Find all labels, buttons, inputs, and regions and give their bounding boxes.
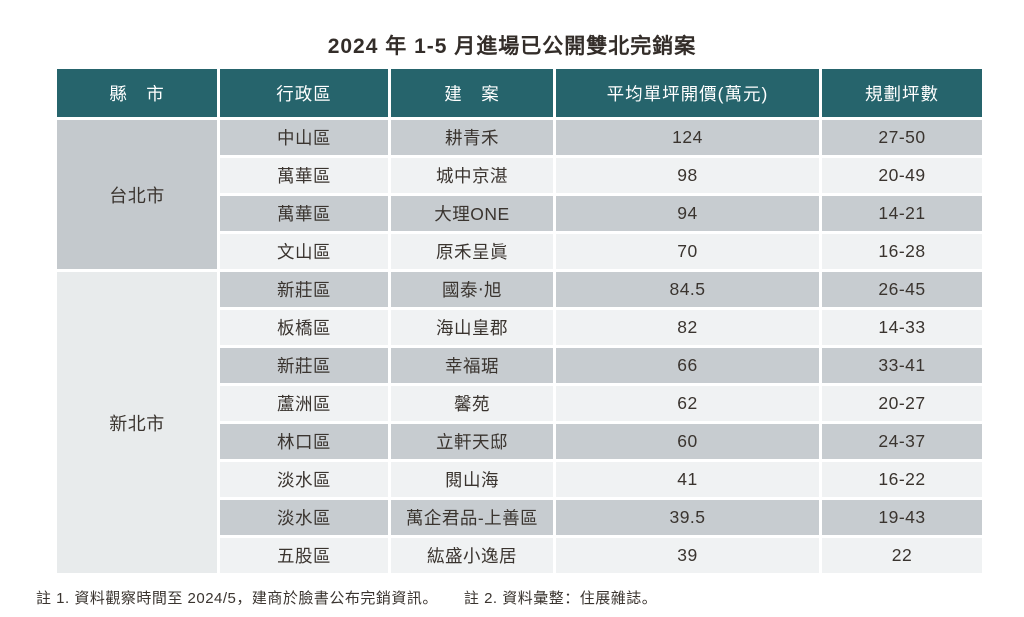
header-cell-city: 縣 市	[57, 69, 217, 117]
district-cell: 新莊區	[220, 348, 388, 383]
footnote: 註 1. 資料觀察時間至 2024/5，建商於臉書公布完銷資訊。 註 2. 資料彙…	[36, 587, 1024, 608]
project-cell: 紘盛小逸居	[391, 538, 553, 573]
project-cell: 城中京湛	[391, 158, 553, 193]
district-cell: 板橋區	[220, 310, 388, 345]
size-cell: 26-45	[822, 272, 982, 307]
project-cell: 國泰‧旭	[391, 272, 553, 307]
price-cell: 60	[556, 424, 819, 459]
size-cell: 14-33	[822, 310, 982, 345]
size-cell: 33-41	[822, 348, 982, 383]
price-cell: 82	[556, 310, 819, 345]
data-table: 縣 市 行政區 建 案 平均單坪開價(萬元) 規劃坪數 台北市 中山區 耕青禾 …	[54, 66, 985, 576]
district-cell: 萬華區	[220, 158, 388, 193]
table-row: 淡水區 閱山海 41 16-22	[57, 462, 982, 497]
table-row: 新北市 新莊區 國泰‧旭 84.5 26-45	[57, 272, 982, 573]
project-cell: 立軒天邸	[391, 424, 553, 459]
price-cell: 66	[556, 348, 819, 383]
table-row: 文山區 原禾呈眞 70 16-28	[57, 234, 982, 269]
project-cell: 幸福琚	[391, 348, 553, 383]
table-row: 萬華區 城中京湛 98 20-49	[57, 158, 982, 193]
size-cell: 24-37	[822, 424, 982, 459]
district-cell: 淡水區	[220, 462, 388, 497]
table-row: 新莊區 幸福琚 66 33-41	[57, 348, 982, 383]
price-cell: 98	[556, 158, 819, 193]
project-cell: 萬企君品-上善區	[391, 500, 553, 535]
table-row: 林口區 立軒天邸 60 24-37	[57, 424, 982, 459]
price-cell: 39.5	[556, 500, 819, 535]
price-cell: 41	[556, 462, 819, 497]
district-cell: 林口區	[220, 424, 388, 459]
project-cell: 閱山海	[391, 462, 553, 497]
size-cell: 16-22	[822, 462, 982, 497]
price-cell: 70	[556, 234, 819, 269]
header-cell-size: 規劃坪數	[822, 69, 982, 117]
city-cell-newtaipei: 新北市	[57, 272, 217, 573]
page-title: 2024 年 1-5 月進場已公開雙北完銷案	[327, 35, 697, 58]
size-cell: 16-28	[822, 234, 982, 269]
price-cell: 124	[556, 120, 819, 155]
table-row: 五股區 紘盛小逸居 39 22	[57, 538, 982, 573]
project-cell: 耕青禾	[391, 120, 553, 155]
table-header-row: 縣 市 行政區 建 案 平均單坪開價(萬元) 規劃坪數	[57, 69, 982, 117]
size-cell: 22	[822, 538, 982, 573]
table-row: 淡水區 萬企君品-上善區 39.5 19-43	[57, 500, 982, 535]
district-cell: 中山區	[220, 120, 388, 155]
header-cell-price: 平均單坪開價(萬元)	[556, 69, 819, 117]
size-cell: 19-43	[822, 500, 982, 535]
district-cell: 淡水區	[220, 500, 388, 535]
district-cell: 新莊區	[220, 272, 388, 307]
table-row: 萬華區 大理ONE 94 14-21	[57, 196, 982, 231]
project-cell: 原禾呈眞	[391, 234, 553, 269]
project-cell: 馨苑	[391, 386, 553, 421]
district-cell: 文山區	[220, 234, 388, 269]
table-row: 蘆洲區 馨苑 62 20-27	[57, 386, 982, 421]
header-cell-district: 行政區	[220, 69, 388, 117]
size-cell: 14-21	[822, 196, 982, 231]
price-cell: 39	[556, 538, 819, 573]
price-cell: 94	[556, 196, 819, 231]
footnote-2: 註 2. 資料彙整：住展雜誌。	[463, 590, 658, 607]
district-cell: 五股區	[220, 538, 388, 573]
footnote-1: 註 1. 資料觀察時間至 2024/5，建商於臉書公布完銷資訊。	[36, 590, 438, 607]
price-cell: 62	[556, 386, 819, 421]
district-cell: 蘆洲區	[220, 386, 388, 421]
size-cell: 27-50	[822, 120, 982, 155]
price-cell: 84.5	[556, 272, 819, 307]
size-cell: 20-49	[822, 158, 982, 193]
table-row: 台北市 中山區 耕青禾 124 27-50	[57, 120, 982, 269]
city-cell-taipei: 台北市	[57, 120, 217, 269]
header-cell-project: 建 案	[391, 69, 553, 117]
table-row: 板橋區 海山皇郡 82 14-33	[57, 310, 982, 345]
project-cell: 海山皇郡	[391, 310, 553, 345]
district-cell: 萬華區	[220, 196, 388, 231]
project-cell: 大理ONE	[391, 196, 553, 231]
size-cell: 20-27	[822, 386, 982, 421]
